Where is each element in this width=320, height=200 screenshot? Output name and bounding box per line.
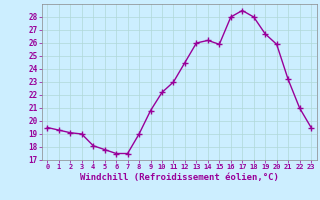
X-axis label: Windchill (Refroidissement éolien,°C): Windchill (Refroidissement éolien,°C) — [80, 173, 279, 182]
